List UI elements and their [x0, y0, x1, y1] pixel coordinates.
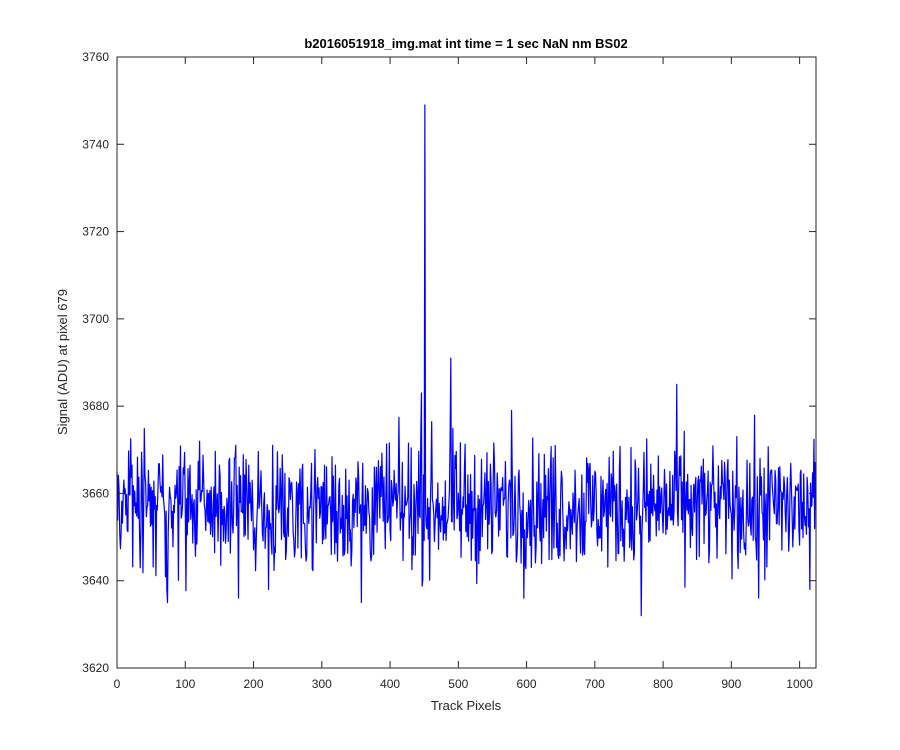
- y-tick-label: 3760: [82, 50, 109, 64]
- x-tick-label: 400: [380, 677, 400, 691]
- y-tick-label: 3700: [82, 312, 109, 326]
- x-tick-label: 1000: [786, 677, 813, 691]
- y-tick-label: 3680: [82, 399, 109, 413]
- x-tick-label: 700: [585, 677, 605, 691]
- x-tick-label: 800: [653, 677, 673, 691]
- y-axis-label: Signal (ADU) at pixel 679: [55, 289, 70, 435]
- x-tick-label: 500: [448, 677, 468, 691]
- axes-layer: 0 100 200 300 400 500 600 700 800 900 1000 3620 3640…: [82, 50, 817, 691]
- x-tick-label: 100: [175, 677, 195, 691]
- y-tick-label: 3720: [82, 225, 109, 239]
- plot-area: [117, 57, 816, 668]
- x-axis-label: Track Pixels: [431, 698, 502, 713]
- x-tick-label: 200: [244, 677, 264, 691]
- y-tick-label: 3620: [82, 661, 109, 675]
- x-tick-label: 600: [517, 677, 537, 691]
- x-tick-label: 0: [114, 677, 121, 691]
- y-tick-label: 3740: [82, 137, 109, 151]
- x-tick-label: 900: [721, 677, 741, 691]
- y-tick-label: 3640: [82, 574, 109, 588]
- x-tick-label: 300: [312, 677, 332, 691]
- y-tick-label: 3660: [82, 486, 109, 500]
- chart-title: b2016051918_img.mat int time = 1 sec NaN…: [304, 36, 627, 51]
- series-layer: [116, 104, 816, 617]
- axes-box: [116, 56, 817, 669]
- series-line: [116, 104, 816, 617]
